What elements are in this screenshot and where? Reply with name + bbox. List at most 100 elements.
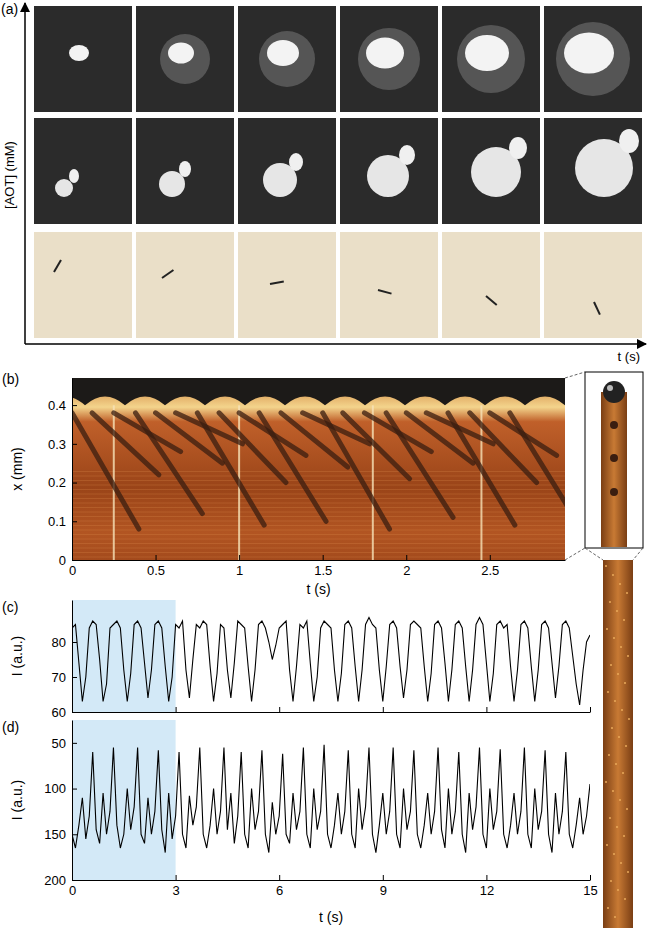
tick-label: 200 <box>44 873 66 888</box>
tail <box>509 137 527 159</box>
tail <box>179 161 191 177</box>
axis-line <box>73 712 591 713</box>
image-stripe <box>72 539 565 540</box>
halo <box>556 22 630 96</box>
streak <box>510 413 565 521</box>
tick <box>383 707 384 712</box>
image-stripe <box>72 543 565 544</box>
tick-label: 0 <box>69 563 76 578</box>
halo <box>358 28 420 90</box>
speckle <box>609 817 611 819</box>
tick-mark <box>72 483 77 484</box>
tick-mark <box>176 707 177 712</box>
halo <box>160 34 210 84</box>
image-stripe <box>72 521 565 522</box>
plot-area <box>72 600 590 712</box>
tick-mark <box>72 677 77 678</box>
tick: 200 <box>44 873 77 888</box>
droplet <box>603 381 625 403</box>
connector <box>633 548 643 560</box>
axis-line <box>72 721 73 881</box>
speckle <box>615 763 617 765</box>
speckle <box>612 574 614 576</box>
y-axis: 50100150200 <box>44 721 77 888</box>
tick-label: 80 <box>52 635 66 650</box>
image-stripe <box>72 530 565 531</box>
particle <box>378 290 392 294</box>
speckle <box>618 736 620 738</box>
tick: 3 <box>172 875 179 898</box>
speckle <box>626 592 628 594</box>
tick-label: 150 <box>44 827 66 842</box>
inset <box>585 372 643 548</box>
tick-label: 0 <box>69 883 76 898</box>
halo <box>457 25 525 93</box>
flash <box>372 405 374 560</box>
tick-mark <box>72 560 77 561</box>
image-stripe <box>72 557 565 558</box>
tick-mark <box>72 880 77 881</box>
tick-label: 9 <box>380 883 387 898</box>
tick-label: 2 <box>403 563 410 578</box>
particle <box>486 296 497 305</box>
tick-label: 15 <box>583 883 597 898</box>
speckle <box>619 583 621 585</box>
tick: 100 <box>44 781 77 796</box>
series-line <box>72 745 590 853</box>
speckle <box>613 637 615 639</box>
halo <box>259 31 315 87</box>
particle <box>54 260 61 272</box>
particle <box>610 421 618 429</box>
tick: 0.3 <box>48 436 77 451</box>
photo <box>136 6 234 112</box>
droplet <box>267 40 299 66</box>
tick-mark <box>383 875 384 880</box>
particle <box>610 488 618 496</box>
photo-background <box>34 118 132 224</box>
photo-background <box>442 232 540 338</box>
axis-title: [AOT] (mM) <box>2 141 17 209</box>
photo <box>238 232 336 338</box>
speckle <box>628 718 630 720</box>
axis-title: x (mm) <box>9 447 25 491</box>
image-stripe <box>72 494 565 495</box>
image-background <box>72 378 565 560</box>
tick-label: 0.5 <box>147 563 165 578</box>
streak <box>72 413 139 529</box>
streak <box>197 413 264 525</box>
x-axis: 03691215 <box>69 875 598 898</box>
speckle <box>620 646 622 648</box>
particle <box>610 454 618 462</box>
tick-mark <box>72 743 77 744</box>
photo-background <box>136 232 234 338</box>
tick-mark <box>239 555 240 560</box>
tick <box>279 707 280 712</box>
inset-frame <box>585 372 643 548</box>
speckle <box>622 772 624 774</box>
axis-title: I (a.u.) <box>9 636 25 676</box>
photo <box>340 118 438 224</box>
image-stripe <box>72 516 565 517</box>
photo <box>544 6 642 112</box>
image-stripe <box>72 503 565 504</box>
tick: 12 <box>480 875 494 898</box>
plot-area <box>72 720 590 880</box>
speckle <box>608 754 610 756</box>
tube-photo <box>603 560 633 928</box>
photo-background <box>442 118 540 224</box>
tick: 0.4 <box>48 398 77 413</box>
tick-mark <box>72 405 77 406</box>
speckle <box>605 781 607 783</box>
image-stripe <box>72 525 565 526</box>
speckle <box>624 898 626 900</box>
speckle <box>620 862 622 864</box>
tick-mark <box>176 875 177 880</box>
tick: 60 <box>52 705 77 720</box>
photo-background <box>136 6 234 112</box>
tick: 150 <box>44 827 77 842</box>
tick-mark <box>72 712 77 713</box>
tick-label: 70 <box>52 670 66 685</box>
axis-line <box>73 560 566 561</box>
particle <box>594 302 600 315</box>
tick: 0 <box>59 553 77 568</box>
